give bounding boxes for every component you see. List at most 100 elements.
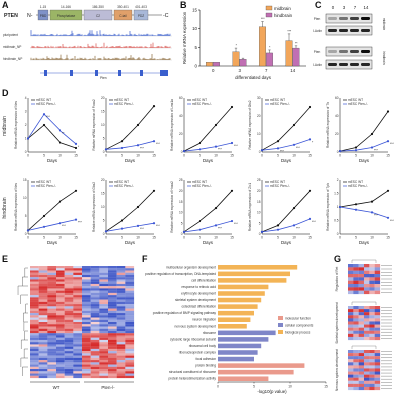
go-bar: [218, 297, 262, 303]
panel-c-label: C: [315, 0, 322, 10]
g-heatmap-cell: [369, 321, 375, 325]
g-heatmap-cell: [364, 377, 370, 381]
x-tick-label: 5: [121, 236, 123, 240]
wt-line: [261, 190, 311, 233]
ko-point: [74, 142, 78, 145]
legend-ko-label: mESC Pten-/-: [36, 184, 56, 188]
heatmap-cell: [90, 283, 100, 287]
heatmap-cell: [108, 317, 117, 320]
g-col-dendrogram: [351, 259, 377, 263]
g-heatmap-cell: [353, 377, 359, 381]
x-tick-label: 0: [339, 236, 341, 240]
g-heatmap-cell: [353, 330, 359, 334]
heatmap-cell: [30, 301, 39, 305]
heatmap-cell: [90, 344, 100, 347]
heatmap-cell: [47, 344, 57, 347]
x-tick-label: 0: [183, 154, 185, 158]
heatmap-cell: [56, 322, 65, 325]
g-heatmap-cell: [348, 330, 354, 334]
heatmap-cell: [47, 290, 57, 293]
wt-point: [308, 189, 312, 192]
heatmap-cell: [99, 339, 109, 343]
ko-point: [74, 218, 78, 221]
heatmap-cell: [30, 364, 39, 367]
go-bar: [218, 324, 247, 329]
y-tick-label: 0: [259, 232, 261, 236]
heatmap-cell: [108, 277, 117, 280]
g-heatmap-cell: [353, 327, 359, 331]
heatmap-cell: [73, 266, 83, 269]
blot-group-hindbrain: hindbrain: [382, 51, 386, 64]
domain-range: 14-166: [61, 5, 71, 9]
heatmap-cell: [64, 330, 74, 334]
heatmap-cell: [47, 310, 57, 314]
heatmap-cell: [30, 328, 39, 332]
g-heatmap-cell: [369, 362, 375, 366]
heatmap-cell: [64, 301, 74, 305]
heatmap-cell: [30, 373, 39, 376]
heatmap-cell: [90, 299, 100, 302]
domain-name: PBD: [40, 14, 47, 18]
heatmap-cell: [82, 373, 91, 376]
heatmap-cell: [108, 328, 117, 332]
heatmap-cell: [38, 268, 48, 271]
heatmap-cell: [30, 360, 39, 363]
y-tick-label: 5: [103, 137, 105, 141]
heatmap-cell: [125, 357, 135, 361]
legend-ko-label: mESC Pten-/-: [36, 102, 56, 106]
heatmap-cell: [125, 364, 135, 367]
g-heatmap-cell: [369, 306, 375, 310]
heatmap-cell: [30, 322, 39, 325]
g-heatmap-cell: [358, 362, 365, 366]
go-bar: [218, 291, 265, 296]
wt-point: [74, 146, 78, 150]
significance-star: **: [295, 41, 298, 45]
heatmap-cell: [56, 362, 65, 365]
heatmap-cell: [82, 268, 91, 271]
heatmap-cell: [47, 369, 57, 372]
legend-swatch: [278, 323, 283, 327]
heatmap-cell: [73, 301, 83, 305]
heatmap-cell: [90, 279, 100, 282]
heatmap-cell: [90, 315, 100, 318]
heatmap-cell: [56, 357, 65, 361]
g-heatmap-cell: [348, 356, 354, 360]
y-tick-label: 20: [257, 189, 261, 193]
domain-range: 401-403: [135, 5, 147, 9]
heatmap-cell: [64, 366, 74, 370]
wt-point: [386, 189, 390, 192]
x-tick-label: 0: [183, 236, 185, 240]
heatmap-cell: [108, 306, 117, 309]
g-heatmap-cell: [353, 350, 359, 354]
heatmap-cell: [64, 279, 74, 282]
x-axis-label: Days: [281, 240, 292, 245]
heatmap-cell: [116, 299, 126, 302]
heatmap-cell: [64, 290, 74, 293]
heatmap-cell: [108, 353, 117, 356]
heatmap-cell: [108, 360, 117, 363]
heatmap-cell: [125, 344, 135, 347]
ko-point: [58, 222, 62, 225]
g-heatmap-cell: [364, 309, 370, 313]
ko-point: [308, 138, 312, 141]
g-heatmap-cell: [364, 359, 370, 363]
significance-star: ***: [296, 226, 300, 230]
heatmap-cell: [38, 315, 48, 318]
g-heatmap-cell: [369, 318, 375, 322]
legend-ko-label: mESC Pten-/-: [114, 184, 134, 188]
heatmap-cell: [47, 373, 57, 376]
go-bar: [218, 369, 294, 375]
heatmap-cell: [38, 364, 48, 367]
significance-star: ***: [390, 142, 394, 146]
g-heatmap-cell: [358, 356, 365, 360]
heatmap-cell: [73, 286, 83, 289]
wt-point: [74, 189, 78, 192]
heatmap-cell: [64, 369, 74, 372]
g-heatmap-cell: [369, 267, 375, 271]
heatmap-cell: [38, 266, 48, 269]
y-tick-label: 30: [257, 96, 261, 100]
ko-point: [152, 222, 156, 225]
g-heatmap-cell: [364, 321, 370, 325]
heatmap-cell: [125, 301, 135, 305]
heatmap-cell: [30, 290, 39, 293]
